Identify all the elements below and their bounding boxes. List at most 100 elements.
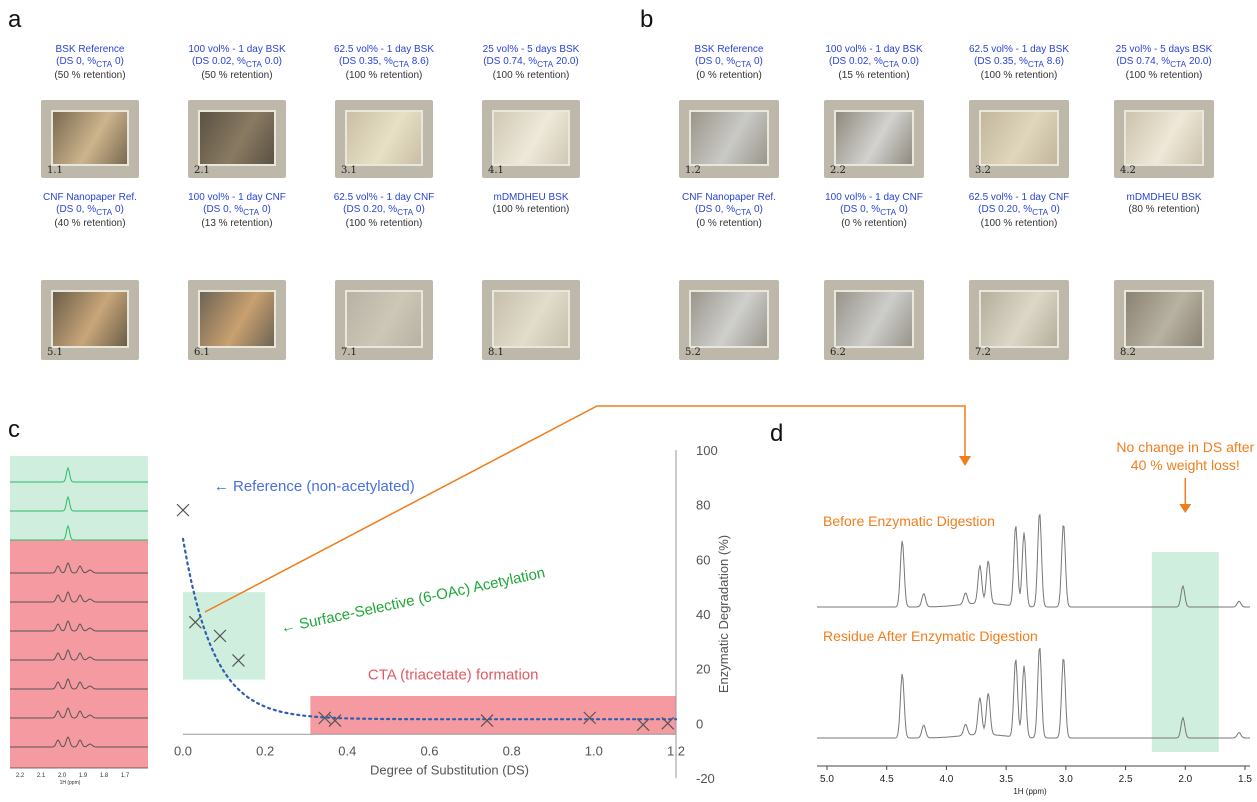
sample-ds: (DS 0, %CTA 0) [56, 204, 124, 217]
nmr-trace [10, 736, 148, 748]
sample-photo: 8.2 [1114, 280, 1214, 360]
nmr-tick-label: 4.0 [939, 774, 953, 785]
sample-window [51, 110, 129, 166]
green-band [10, 456, 148, 540]
sample-photo: 4.2 [1114, 100, 1214, 178]
sample-ds: (DS 0.20, %CTA 0) [978, 204, 1060, 217]
sample-title: CNF Nanopaper Ref. [682, 192, 776, 203]
sample-ds: (DS 0.35, %CTA 8.6) [974, 56, 1064, 69]
sample-ds: (DS 0, %CTA 0) [695, 56, 763, 69]
sample-window [492, 110, 570, 166]
y-tick-label: 0 [696, 716, 703, 731]
nmr-tick-label: 2.1 [37, 773, 46, 779]
y-tick-label: 80 [696, 498, 710, 513]
sample-photo: 7.2 [969, 280, 1069, 360]
nmr-tick-label: 2.2 [16, 773, 25, 779]
no-change-arrowhead [1179, 504, 1192, 513]
data-point [480, 714, 494, 728]
sample-number: 4.1 [488, 165, 504, 176]
sample-caption: 62.5 vol% - 1 day BSK (DS 0.35, %CTA 8.6)… [944, 44, 1094, 82]
sample-title: 25 vol% - 5 days BSK [482, 44, 580, 55]
sample-ds: (DS 0.74, %CTA 20.0) [483, 56, 579, 69]
sample-caption: 62.5 vol% - 1 day CNF (DS 0.20, %CTA 0) (1… [309, 192, 459, 230]
sample-window [345, 290, 423, 348]
nmr-large: Before Enzymatic Digestion Residue After … [817, 439, 1254, 796]
nmr-tick-label: 2.5 [1119, 774, 1133, 785]
sample-photo: 2.2 [824, 100, 924, 178]
sample-number: 1.2 [685, 165, 701, 176]
x-tick-label: 0.0 [174, 743, 192, 758]
data-point-stroke [188, 615, 202, 629]
data-point-stroke [661, 716, 675, 730]
sample-photo: 3.1 [335, 100, 433, 178]
data-point-stroke [176, 503, 190, 517]
sample-title: 25 vol% - 5 days BSK [1115, 44, 1213, 55]
nmr-tick-label: 4.5 [880, 774, 894, 785]
nmr-tick-label: 1.9 [79, 773, 88, 779]
data-point-stroke [232, 654, 245, 667]
sample-window [492, 290, 570, 348]
nmr-tick-label: 1.5 [1238, 774, 1252, 785]
sample-number: 1.1 [47, 165, 63, 176]
data-point-stroke [213, 629, 227, 643]
sample-ds: (DS 0.02, %CTA 0.0) [829, 56, 919, 69]
sample-number: 6.1 [194, 347, 210, 358]
nmr-x-label: 1H (ppm) [1013, 787, 1047, 796]
sample-window [979, 290, 1059, 348]
nmr-trace [10, 620, 148, 632]
nmr-trace [10, 524, 148, 541]
sample-window [689, 110, 769, 166]
sample-ds: (DS 0.35, %CTA 8.6) [339, 56, 429, 69]
reference-annotation: ← Reference (non-acetylated) [214, 478, 415, 495]
sample-title: 62.5 vol% - 1 day CNF [333, 192, 435, 203]
nmr-tick-label: 3.5 [999, 774, 1013, 785]
data-point [661, 716, 675, 730]
data-point [636, 718, 650, 732]
sample-caption: BSK Reference (DS 0, %CTA 0) (50 % retenti… [15, 44, 165, 82]
nmr-trace [10, 649, 148, 661]
data-point [318, 711, 332, 725]
y-axis-label: Enzymatic Degradation (%) [716, 535, 731, 693]
sample-photo: 6.2 [824, 280, 924, 360]
sample-retention: (100 % retention) [345, 218, 423, 229]
sample-number: 2.1 [194, 165, 210, 176]
data-point [188, 615, 202, 629]
nmr-tick-label: 2.0 [58, 773, 67, 779]
sample-number: 7.1 [341, 347, 357, 358]
sample-title: mDMDHEU BSK [493, 192, 569, 203]
no-change-label-line2: 40 % weight loss! [1131, 457, 1240, 473]
sample-retention: (80 % retention) [1128, 204, 1200, 215]
sample-caption: CNF Nanopaper Ref. (DS 0, %CTA 0) (40 % re… [15, 192, 165, 230]
sample-caption: 100 vol% - 1 day CNF (DS 0, %CTA 0) (13 % … [162, 192, 312, 230]
sample-photo: 6.1 [188, 280, 286, 360]
data-point [232, 654, 245, 667]
sample-number: 2.2 [830, 165, 846, 176]
data-point-stroke [328, 714, 342, 728]
data-point-stroke [318, 711, 332, 725]
sample-number: 3.2 [975, 165, 991, 176]
nmr-tick-label: 1.8 [100, 773, 109, 779]
sample-retention: (13 % retention) [201, 218, 273, 229]
sample-caption: mDMDHEU BSK (80 % retention) [1089, 192, 1239, 216]
sample-window [834, 290, 914, 348]
data-point-stroke [636, 718, 650, 732]
nmr-after-trace [817, 647, 1250, 739]
data-point-stroke [583, 711, 597, 725]
sample-ds: (DS 0, %CTA 0) [203, 204, 271, 217]
data-point [176, 503, 190, 517]
sample-ds: (DS 0, %CTA 0) [56, 56, 124, 69]
sample-window [689, 290, 769, 348]
panel-label-a: a [8, 6, 22, 33]
sample-title: 62.5 vol% - 1 day BSK [333, 44, 435, 55]
sample-window [979, 110, 1059, 166]
sample-title: 100 vol% - 1 day CNF [825, 192, 923, 203]
nmr-xlabel: 1H (ppm) [60, 780, 81, 786]
sample-number: 3.1 [341, 165, 357, 176]
x-tick-label: 0.6 [420, 743, 438, 758]
nmr-tick-label: 2.0 [1178, 774, 1192, 785]
panel-label-c: c [8, 416, 20, 443]
y-tick-label: 100 [696, 443, 718, 458]
data-point [583, 711, 597, 725]
sample-title: 62.5 vol% - 1 day CNF [968, 192, 1070, 203]
sample-window [345, 110, 423, 166]
